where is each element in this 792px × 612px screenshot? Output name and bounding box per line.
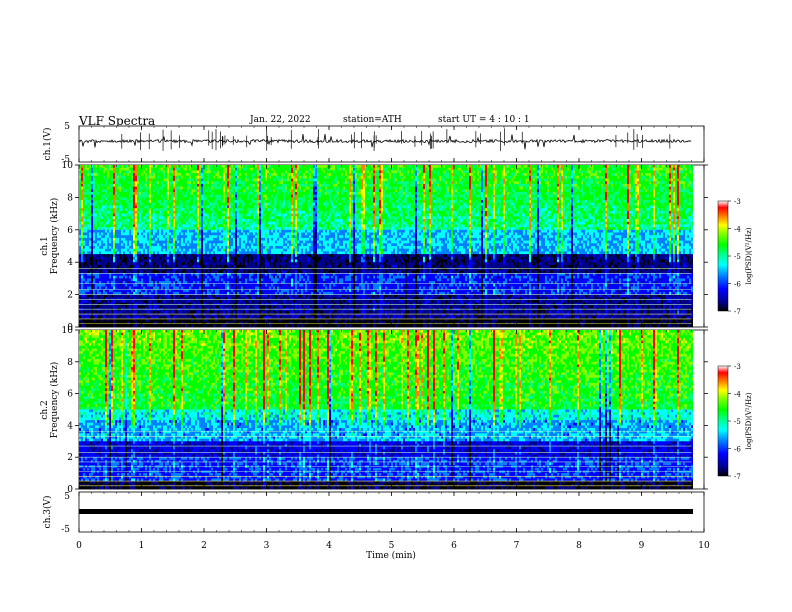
ch1-volts-label: ch.1(V): [42, 128, 53, 161]
ch3-ytick-neg5: -5: [61, 525, 70, 535]
time-tick-label: 10: [698, 541, 710, 551]
ch1-colorbar: -3 -4 -5 -6 -7 log(PSD)(V²/Hz): [718, 198, 753, 316]
time-tick-label: 9: [639, 541, 645, 551]
colorbar-tick-label: -3: [734, 198, 741, 206]
time-tick-label: 1: [139, 541, 145, 551]
freq-tick-label: 10: [62, 326, 74, 336]
ch2-colorbar: -3 -4 -5 -6 -7 log(PSD)(V²/Hz): [718, 363, 753, 481]
colorbar-tick-label: -7: [734, 308, 741, 316]
colorbar-tick-label: -4: [734, 391, 741, 399]
time-tick-label: 4: [326, 541, 332, 551]
freq-tick-label: 8: [67, 193, 73, 203]
ch1-spectrogram-image: [79, 165, 693, 327]
ch1-frequency-label: Frequency (kHz): [49, 198, 60, 275]
colorbar-tick-label: -5: [734, 418, 741, 426]
time-tick-label: 5: [389, 541, 395, 551]
time-tick-label: 2: [201, 541, 207, 551]
ch2-frequency-label: Frequency (kHz): [49, 362, 60, 439]
freq-tick-label: 4: [67, 421, 73, 431]
time-tick-label: 6: [451, 541, 457, 551]
freq-tick-label: 2: [67, 291, 73, 301]
ch1-channel-label: ch.1: [40, 236, 50, 255]
time-tick-label: 3: [264, 541, 270, 551]
colorbar-tick-label: -4: [734, 226, 741, 234]
ch1-colorbar-label: log(PSD)(V²/Hz): [745, 227, 753, 284]
ch2-spectrogram-image: [79, 330, 693, 489]
ch2-channel-label: ch.2: [40, 400, 50, 419]
freq-tick-label: 8: [67, 358, 73, 368]
freq-tick-label: 4: [67, 258, 73, 268]
colorbar-tick-label: -6: [734, 281, 741, 289]
ch3-ytick-5: 5: [64, 492, 70, 502]
colorbar-tick-label: -5: [734, 253, 741, 261]
ch2-colorbar-ticks: -3 -4 -5 -6 -7: [728, 363, 741, 481]
ch3-volts-label: ch.3(V): [42, 496, 53, 529]
freq-tick-label: 10: [62, 161, 74, 171]
time-tick-label: 0: [76, 541, 82, 551]
freq-tick-label: 2: [67, 453, 73, 463]
ch2-colorbar-label: log(PSD)(V²/Hz): [745, 392, 753, 449]
colorbar-tick-label: -6: [734, 446, 741, 454]
colorbar-tick-label: -3: [734, 363, 741, 371]
colorbar-tick-label: -7: [734, 473, 741, 481]
time-tick-label: 7: [514, 541, 520, 551]
time-axis-label: Time (min): [366, 550, 416, 561]
freq-tick-label: 6: [67, 226, 73, 236]
time-tick-label: 8: [576, 541, 582, 551]
ch1-colorbar-ticks: -3 -4 -5 -6 -7: [728, 198, 741, 316]
ch1-ytick-5: 5: [64, 122, 70, 132]
freq-tick-label: 6: [67, 390, 73, 400]
ch3-waveform-line: [79, 509, 693, 514]
